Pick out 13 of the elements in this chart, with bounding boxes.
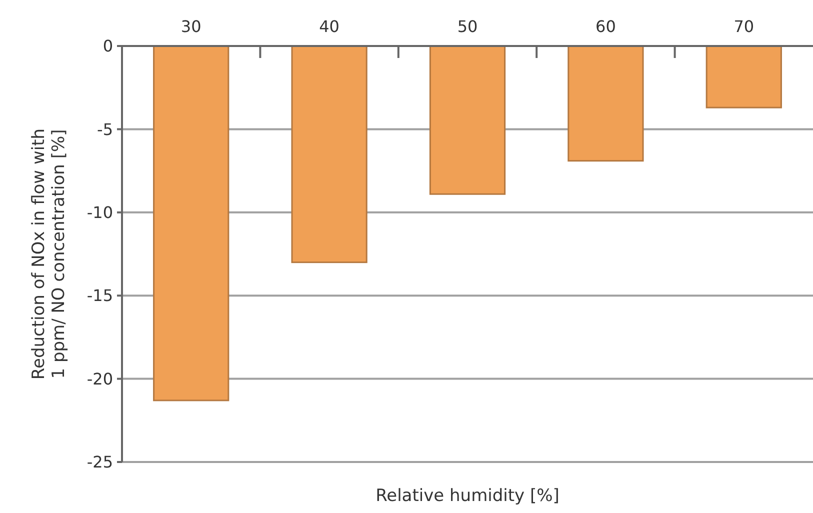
y-tick-label: 0: [102, 36, 113, 56]
y-axis-title: Reduction of NOx in flow with 1 ppm/ NO concentration [%]: [29, 128, 69, 380]
y-tick-label: -10: [86, 203, 113, 222]
x-tick-label: 40: [319, 17, 340, 36]
x-tick-label: 60: [596, 17, 616, 36]
x-axis-title: Relative humidity [%]: [376, 486, 560, 506]
x-tick-label: 50: [457, 17, 478, 36]
y-tick-label: -5: [97, 120, 113, 139]
y-tick-label: -20: [86, 369, 113, 388]
y-tick-label: -15: [86, 286, 113, 306]
x-tick-label: 30: [180, 17, 202, 36]
y-tick-label: -25: [86, 452, 113, 472]
x-tick-label: 70: [734, 17, 754, 36]
